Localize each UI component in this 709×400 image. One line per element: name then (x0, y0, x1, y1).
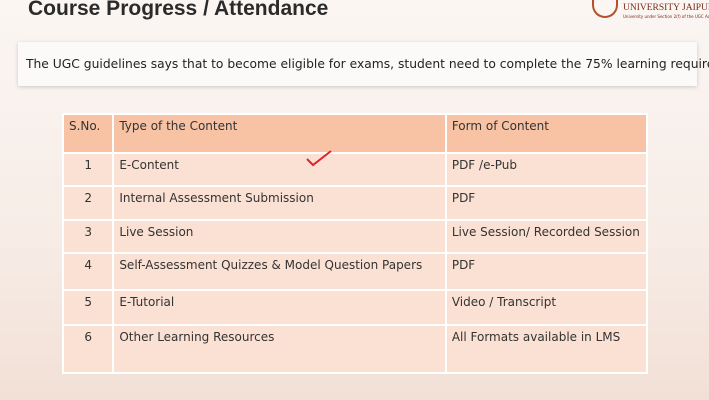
table-cell: 6 (61, 324, 115, 374)
table-body: 1 E-Content PDF /e-Pub 2 Internal Assessment… (61, 152, 649, 374)
table-row: 2 Internal Assessment Submission PDF (61, 185, 649, 221)
slide-title: Course Progress / Attendance (28, 0, 329, 20)
table-cell: Live Session/ Recorded Session (444, 219, 649, 254)
column-header: S.No. (61, 113, 115, 154)
table-cell: Self-Assessment Quizzes & Model Question… (112, 252, 447, 291)
table-row: 6 Other Learning Resources All Formats ava… (61, 324, 649, 374)
table-cell: 4 (61, 252, 115, 291)
notice-text: The UGC guidelines says that to become e… (26, 57, 709, 71)
check-stroke (306, 150, 332, 167)
table-cell: PDF (444, 252, 649, 291)
table-row: 5 E-Tutorial Video / Transcript (61, 289, 649, 326)
table-cell: E-Tutorial (112, 289, 447, 326)
table-row: 1 E-Content PDF /e-Pub (61, 152, 649, 187)
logo-emblem (592, 0, 618, 18)
table-cell: 5 (61, 289, 115, 326)
table-cell: E-Content (112, 152, 447, 187)
column-header: Type of the Content (112, 113, 447, 154)
table-header: S.No. Type of the Content Form of Content (61, 113, 649, 154)
logo-name: UNIVERSITY JAIPUR (623, 3, 709, 13)
checkmark (306, 150, 332, 167)
table-cell: PDF (444, 185, 649, 221)
table-row: 3 Live Session Live Session/ Recorded Sess… (61, 219, 649, 254)
table-cell: Video / Transcript (444, 289, 649, 326)
table-cell: Internal Assessment Submission (112, 185, 447, 221)
table-cell: PDF /e-Pub (444, 152, 649, 187)
table-row: 4 Self-Assessment Quizzes & Model Questio… (61, 252, 649, 291)
table-cell: Other Learning Resources (112, 324, 447, 374)
content-table: S.No. Type of the Content Form of Content … (61, 113, 649, 374)
table-cell: All Formats available in LMS (444, 324, 649, 374)
logo-subtitle: University under Section 2(f) of the UGC… (623, 14, 709, 19)
logo: UNIVERSITY JAIPUR University under Secti… (592, 0, 709, 24)
table-cell: 3 (61, 219, 115, 254)
table-cell: 2 (61, 185, 115, 221)
column-header: Form of Content (444, 113, 649, 154)
notice-box: The UGC guidelines says that to become e… (18, 42, 709, 86)
table-cell: 1 (61, 152, 115, 187)
table-cell: Live Session (112, 219, 447, 254)
